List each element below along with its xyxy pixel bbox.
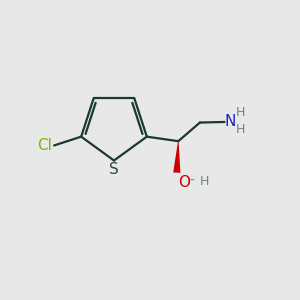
Polygon shape xyxy=(173,141,180,173)
Text: H: H xyxy=(236,123,245,136)
Text: N: N xyxy=(224,115,236,130)
Text: H: H xyxy=(199,175,209,188)
Text: O: O xyxy=(178,175,190,190)
Text: S: S xyxy=(109,162,119,177)
Text: -: - xyxy=(189,174,194,188)
Text: Cl: Cl xyxy=(37,138,52,153)
Text: H: H xyxy=(236,106,245,119)
